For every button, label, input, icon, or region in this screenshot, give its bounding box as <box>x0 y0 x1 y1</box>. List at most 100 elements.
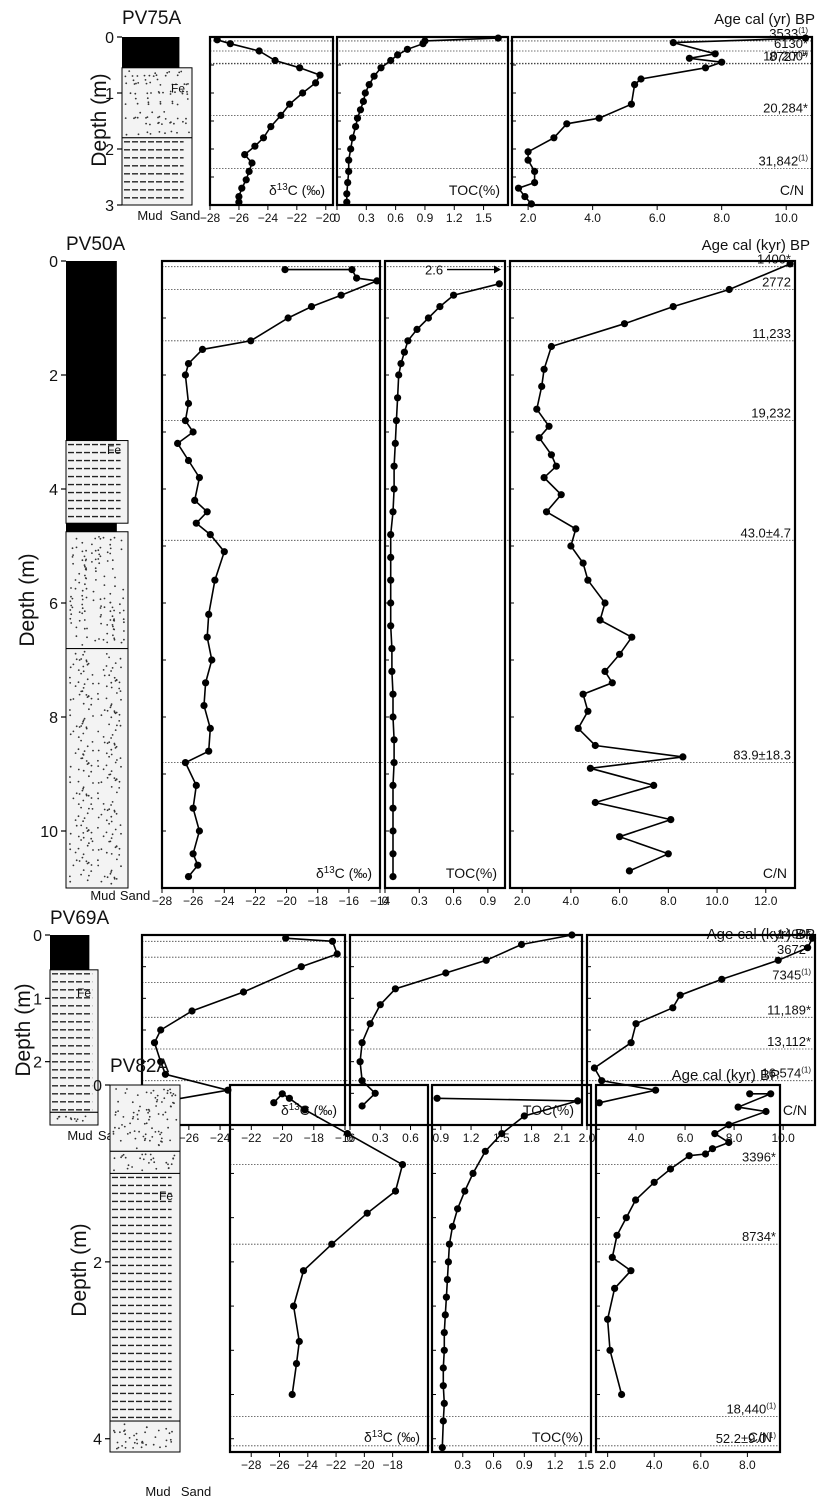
x-tick-label: 1.2 <box>463 1131 480 1145</box>
data-point <box>439 1382 447 1390</box>
lith-dot <box>102 768 105 771</box>
lith-dot <box>108 656 110 659</box>
series-line <box>535 263 791 872</box>
lith-dot <box>109 592 112 595</box>
lith-dot <box>139 1105 141 1108</box>
lith-dot <box>120 548 123 551</box>
series-line <box>593 937 814 1104</box>
lith-dot <box>106 876 109 879</box>
panel-frame <box>335 35 510 207</box>
lith-dot <box>90 703 93 706</box>
lith-dot <box>108 808 111 811</box>
depth-tick-label: 2 <box>33 1055 42 1072</box>
lith-dot <box>169 93 172 95</box>
core-title: PV82A <box>110 1056 169 1077</box>
lith-dot <box>109 872 112 875</box>
data-point <box>579 559 587 567</box>
data-point <box>632 1020 640 1028</box>
data-point <box>377 64 385 72</box>
data-point <box>295 1337 303 1346</box>
lith-dot <box>172 1157 175 1160</box>
lith-dot <box>91 552 93 554</box>
lith-dot <box>110 820 113 823</box>
data-point <box>620 320 629 328</box>
lith-dot <box>115 778 118 781</box>
lithology-column <box>109 1084 181 1453</box>
age-label: 11,233 <box>752 326 791 341</box>
lith-dot <box>136 1442 139 1445</box>
lith-dot <box>159 1446 161 1449</box>
lith-dot <box>102 803 105 805</box>
d13c-axis-label: δ13C (‰) <box>364 1429 420 1445</box>
data-point <box>271 56 279 65</box>
lith-dot <box>91 808 94 810</box>
lith-dot <box>123 621 125 624</box>
depth-tick-label: 0 <box>105 30 114 47</box>
lith-dot <box>97 692 99 695</box>
lith-dot <box>169 90 172 93</box>
lith-dot <box>180 70 183 73</box>
age-label: 8734* <box>742 1229 776 1244</box>
lith-dot <box>81 612 84 615</box>
lith-dot <box>145 1122 148 1125</box>
panel-toc: 0 0.3 0.6 0.9 1.2 1.5 TOC(%) <box>334 34 510 225</box>
data-point <box>192 519 200 527</box>
panel-cn: 2.0 4.0 6.0 8.0 10.0C/N <box>579 933 817 1145</box>
lith-dot <box>115 812 118 815</box>
x-tick-label: 0.6 <box>445 894 462 908</box>
lith-dot <box>122 1153 125 1156</box>
lith-dot <box>154 1096 157 1099</box>
lith-dot <box>103 575 106 578</box>
lith-dot <box>90 697 93 700</box>
lith-dot <box>78 572 81 575</box>
lith-dot <box>171 1094 174 1097</box>
data-point <box>650 1178 658 1186</box>
lith-dot <box>176 117 179 120</box>
data-point <box>725 285 733 294</box>
lith-dot <box>116 1441 119 1444</box>
lith-dot <box>71 547 74 550</box>
lith-dot <box>155 1100 158 1103</box>
lith-dot <box>113 777 116 779</box>
lith-dot <box>110 837 113 839</box>
lith-dot <box>80 824 83 827</box>
lith-sand-label: Sand <box>181 1484 211 1499</box>
lith-dot <box>71 597 74 600</box>
lith-dot <box>186 98 189 100</box>
lith-dot <box>109 601 112 604</box>
lith-dot <box>86 745 89 748</box>
panel-toc: 0 0.3 0.6 0.9 TOC(%) <box>382 259 507 908</box>
lith-dot <box>86 844 89 847</box>
data-point <box>718 58 726 66</box>
age-label: 52.2±9.0(1) <box>716 1431 777 1446</box>
lith-dot <box>74 587 77 590</box>
lith-dot <box>84 1115 87 1118</box>
x-tick-label: −22 <box>241 1131 262 1145</box>
data-point <box>245 167 253 175</box>
lith-dot <box>117 1110 119 1112</box>
data-point <box>685 54 694 62</box>
lith-dot <box>100 880 103 883</box>
lith-dot <box>174 1094 177 1097</box>
lith-dot <box>78 611 81 613</box>
data-point <box>538 382 546 390</box>
lith-dot <box>119 690 122 692</box>
lith-dot <box>139 111 142 114</box>
lith-dot <box>82 719 85 722</box>
lith-dot <box>97 792 99 795</box>
depth-axis-label: Depth (m) <box>12 983 35 1076</box>
data-point <box>436 303 444 311</box>
lith-dot <box>113 628 116 631</box>
lith-dot <box>77 815 80 818</box>
lith-dot <box>119 1431 121 1434</box>
x-tick-label: −14 <box>370 894 391 908</box>
x-tick-label: 10.0 <box>771 1131 795 1145</box>
lith-dot <box>88 708 90 711</box>
lith-dot <box>162 1113 165 1116</box>
lith-dot <box>157 1429 160 1432</box>
lith-dot <box>120 641 123 644</box>
data-point <box>174 439 182 447</box>
lith-dot <box>90 803 93 805</box>
data-point <box>394 394 402 402</box>
data-point <box>801 34 810 42</box>
